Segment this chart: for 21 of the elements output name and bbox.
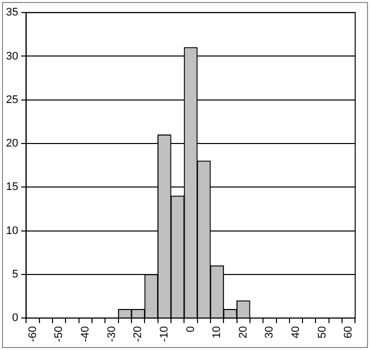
x-tick-label: -50 (53, 326, 66, 342)
y-tick-label: 15 (6, 181, 18, 194)
y-tick-label: 5 (12, 268, 18, 280)
x-tick-label: 30 (264, 326, 276, 338)
y-tick-label: 30 (6, 50, 18, 62)
x-tick-label: 40 (290, 326, 302, 338)
x-tick-label: -60 (26, 326, 39, 342)
y-tick-label: 0 (12, 312, 18, 324)
y-tick-label: 20 (6, 138, 18, 150)
x-tick-label: 10 (211, 326, 224, 338)
y-tick-label: 35 (6, 6, 18, 19)
x-tick-label: -10 (158, 326, 170, 342)
x-tick-label: 20 (237, 326, 250, 338)
y-tick-label: 10 (6, 224, 18, 237)
x-tick-label: 50 (316, 326, 328, 338)
x-tick-label: -20 (132, 326, 144, 342)
x-tick-label: -40 (79, 326, 92, 342)
y-tick-label: 25 (6, 94, 18, 106)
x-tick-label: 0 (184, 326, 197, 332)
x-tick-label: 60 (342, 326, 355, 338)
x-tick-label: -30 (106, 326, 118, 342)
